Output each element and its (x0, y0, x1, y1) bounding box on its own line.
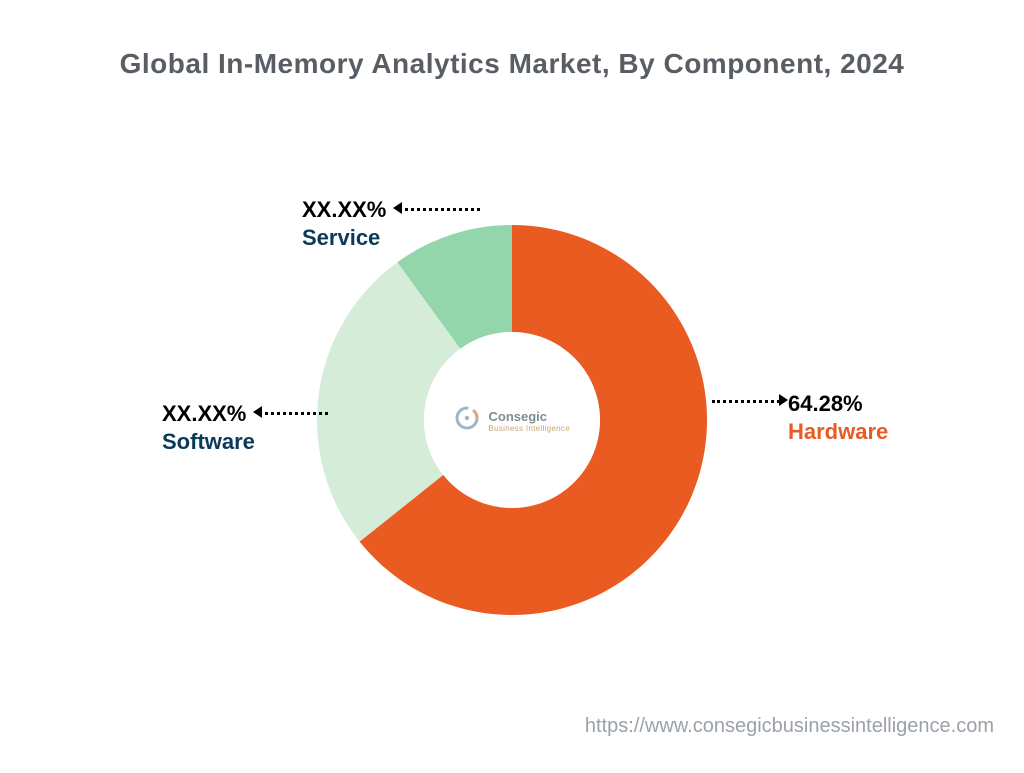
arrow-head-hardware (779, 394, 788, 406)
callout-hardware: 64.28% Hardware (788, 390, 888, 445)
leader-line-software (258, 412, 328, 415)
footer-url: https://www.consegicbusinessintelligence… (585, 715, 994, 738)
hardware-name-label: Hardware (788, 418, 888, 446)
arrow-head-service (393, 202, 402, 214)
hardware-percent-label: 64.28% (788, 390, 888, 418)
donut-svg (0, 0, 1024, 768)
brand-text-top: Consegic (488, 409, 569, 424)
donut-chart (0, 0, 1024, 773)
center-brand-logo: Consegic Business Intelligence (445, 405, 579, 436)
service-name-label: Service (302, 224, 386, 252)
brand-text-bottom: Business Intelligence (488, 424, 569, 433)
leader-line-service (398, 208, 480, 211)
software-percent-label: XX.XX% (162, 400, 255, 428)
consegic-logo-icon (454, 405, 480, 436)
software-name-label: Software (162, 428, 255, 456)
chart-container: Global In-Memory Analytics Market, By Co… (0, 0, 1024, 768)
service-percent-label: XX.XX% (302, 196, 386, 224)
leader-line-hardware (712, 400, 780, 403)
callout-software: XX.XX% Software (162, 400, 255, 455)
callout-service: XX.XX% Service (302, 196, 386, 251)
